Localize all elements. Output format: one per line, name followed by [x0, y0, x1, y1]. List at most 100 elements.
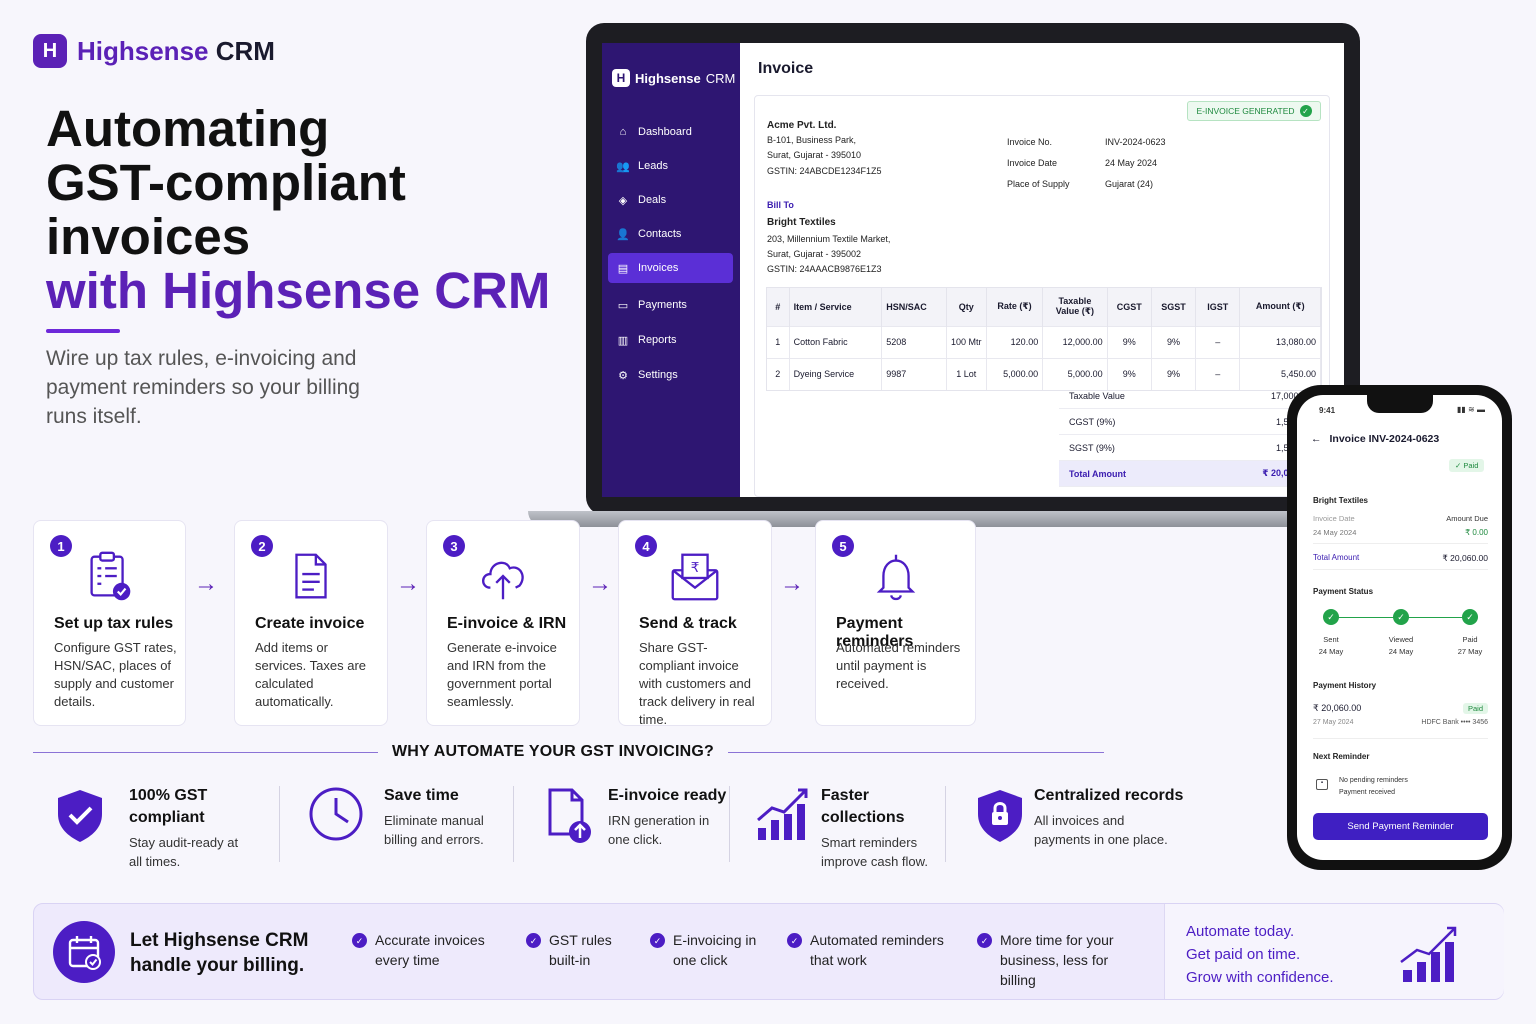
- benefit-description: Smart reminders improve cash flow.: [821, 835, 928, 869]
- sidebar-item-settings[interactable]: ⚙ Settings: [608, 360, 733, 390]
- sidebar-brand: H Highsense CRM: [612, 69, 735, 87]
- headline-line-1: Automating: [46, 100, 330, 157]
- step-description: Configure GST rates, HSN/SAC, places of …: [54, 640, 177, 709]
- column-header: Rate (₹): [986, 288, 1044, 326]
- why-divider-left: [33, 752, 378, 753]
- sidebar-item-reports[interactable]: ▥ Reports: [608, 325, 733, 355]
- send-payment-reminder-button[interactable]: Send Payment Reminder: [1313, 813, 1488, 840]
- step-title: Send & track: [639, 615, 737, 632]
- invoice-meta-values: INV-2024-0623 24 May 2024 Gujarat (24): [1105, 132, 1166, 195]
- sidebar-item-contacts[interactable]: 👤 Contacts: [608, 219, 733, 249]
- payment-status-label: Payment Status: [1313, 587, 1374, 596]
- sidebar-item-dashboard[interactable]: ⌂ Dashboard: [608, 117, 733, 147]
- table-cell: 9%: [1107, 325, 1152, 358]
- total-row-sgst: SGST (9%)1,530.00: [1059, 435, 1319, 461]
- h-logo-icon: H: [33, 34, 67, 68]
- invoice-meta: Invoice No. Invoice Date Place of Supply: [1007, 132, 1070, 195]
- sidebar-item-label: Payments: [638, 299, 687, 311]
- why-divider-right: [728, 752, 1104, 753]
- settings-icon: ⚙: [618, 369, 628, 382]
- invoice-no-label: Invoice No.: [1007, 137, 1053, 147]
- divider: [1313, 569, 1488, 570]
- step-card-1: 1 Set up tax rules Configure GST rates, HS…: [33, 520, 186, 726]
- table-row[interactable]: 1 Cotton Fabric 5208 100 Mtr 120.00 12,000.00…: [767, 325, 1321, 358]
- table-cell: 100 Mtr: [946, 325, 987, 358]
- sidebar-item-deals[interactable]: ◈ Deals: [608, 185, 733, 215]
- table-cell: –: [1195, 357, 1241, 390]
- benefit-description: IRN generation in one click.: [608, 813, 710, 847]
- table-cell: 5,450.00: [1239, 357, 1321, 390]
- sidebar-item-leads[interactable]: 👥 Leads: [608, 151, 733, 181]
- seller-address-2: Surat, Gujarat - 395010: [767, 150, 862, 160]
- sidebar-item-label: Contacts: [638, 228, 682, 240]
- back-arrow-icon[interactable]: ←: [1311, 433, 1322, 445]
- table-cell: Cotton Fabric: [789, 325, 883, 358]
- table-cell: 9%: [1151, 357, 1197, 390]
- step-title: E-invoice & IRN: [447, 615, 567, 632]
- benefit-1: 100% GST compliant Stay audit-ready at al…: [129, 785, 249, 871]
- clipboard-check-icon: [89, 551, 130, 601]
- brand-name: Highsense: [77, 35, 209, 66]
- badge-label: E-INVOICE GENERATED: [1196, 106, 1295, 116]
- status-bar-icons: ▮▮ ≋ ▬: [1457, 405, 1485, 414]
- check-circle-icon: ✓: [1299, 105, 1312, 117]
- step-title: Create invoice: [255, 615, 365, 632]
- step-description: Generate e-invoice and IRN from the gove…: [447, 640, 557, 709]
- sidebar-item-label: Settings: [638, 369, 678, 381]
- sidebar-item-label: Deals: [638, 194, 667, 206]
- checklist-text: Automated reminders that work: [810, 932, 944, 968]
- stage-paid: Paid 27 May: [1457, 635, 1483, 656]
- seller-block: Acme Pvt. Ltd. B-101, Business Park, Sur…: [767, 118, 882, 179]
- sidebar-brand-suffix: CRM: [705, 70, 736, 86]
- table-cell: 1: [767, 325, 790, 358]
- brand-suffix: CRM: [215, 35, 275, 66]
- bill-to-block: Bill To Bright Textiles 203, Millennium …: [767, 198, 890, 277]
- place-of-supply-label: Place of Supply: [1007, 179, 1070, 189]
- stage-viewed-check-icon: ✓: [1393, 609, 1409, 625]
- column-header: SGST: [1151, 288, 1197, 326]
- why-title: WHY AUTOMATE YOUR GST INVOICING?: [392, 743, 714, 760]
- table-row[interactable]: 2 Dyeing Service 9987 1 Lot 5,000.00 5,000.00…: [767, 357, 1321, 390]
- bill-to-label: Bill To: [767, 200, 794, 210]
- benefit-checklist-item: ✓ GST rules built-in: [526, 930, 616, 970]
- next-reminder-label: Next Reminder: [1313, 752, 1370, 761]
- bill-to-gstin: GSTIN: 24AAACB9876E1Z3: [767, 264, 882, 274]
- benefit-checklist-item: ✓ More time for your business, less for b…: [977, 930, 1147, 990]
- checklist-text: GST rules built-in: [549, 932, 612, 968]
- sidebar-item-label: Invoices: [638, 262, 679, 274]
- table-cell: 12,000.00: [1042, 325, 1108, 358]
- checklist-text: More time for your business, less for bi…: [1000, 932, 1114, 988]
- total-row-cgst: CGST (9%)1,530.00: [1059, 409, 1319, 435]
- bill-to-address-1: 203, Millennium Textile Market,: [767, 234, 891, 244]
- table-cell: 5208: [881, 325, 947, 358]
- benefit-checklist-item: ✓ Automated reminders that work: [787, 930, 947, 970]
- benefit-3: E-invoice ready IRN generation in one cli…: [608, 785, 728, 849]
- stage-sent: Sent 24 May: [1318, 635, 1344, 656]
- brand-logo: H Highsense CRM: [33, 34, 275, 68]
- table-cell: Dyeing Service: [789, 357, 883, 390]
- tagline: Automate today. Get paid on time. Grow w…: [1186, 923, 1334, 986]
- step-number: 3: [443, 535, 465, 557]
- column-header: Amount (₹): [1239, 288, 1321, 326]
- sidebar-brand-name: Highsense: [635, 70, 701, 86]
- sidebar-item-invoices[interactable]: ▤ Invoices: [608, 253, 733, 283]
- phone-customer: Bright Textiles: [1313, 496, 1368, 505]
- column-header: HSN/SAC: [881, 288, 947, 326]
- history-method: HDFC Bank •••• 3456: [1421, 719, 1488, 726]
- sidebar-item-payments[interactable]: ▭ Payments: [608, 290, 733, 320]
- table-cell: 9%: [1151, 325, 1197, 358]
- next-reminder-text: No pending reminders Payment received: [1339, 777, 1408, 796]
- benefit-separator: [513, 786, 514, 862]
- leads-icon: 👥: [616, 160, 630, 173]
- amount-due-value: ₹ 0.00: [1465, 528, 1488, 537]
- step-description: Automated reminders until payment is rec…: [836, 640, 961, 691]
- table-cell: 5,000.00: [986, 357, 1044, 390]
- divider: [1313, 543, 1488, 544]
- benefit-checklist-item: ✓ E-invoicing in one click: [650, 930, 770, 970]
- benefit-separator: [279, 786, 280, 862]
- table-cell: 5,000.00: [1042, 357, 1108, 390]
- bill-to-address-2: Surat, Gujarat - 395002: [767, 249, 862, 259]
- column-header: CGST: [1107, 288, 1152, 326]
- envelope-rupee-icon: ₹: [671, 553, 719, 601]
- benefit-5: Centralized records All invoices and paym…: [1034, 785, 1184, 849]
